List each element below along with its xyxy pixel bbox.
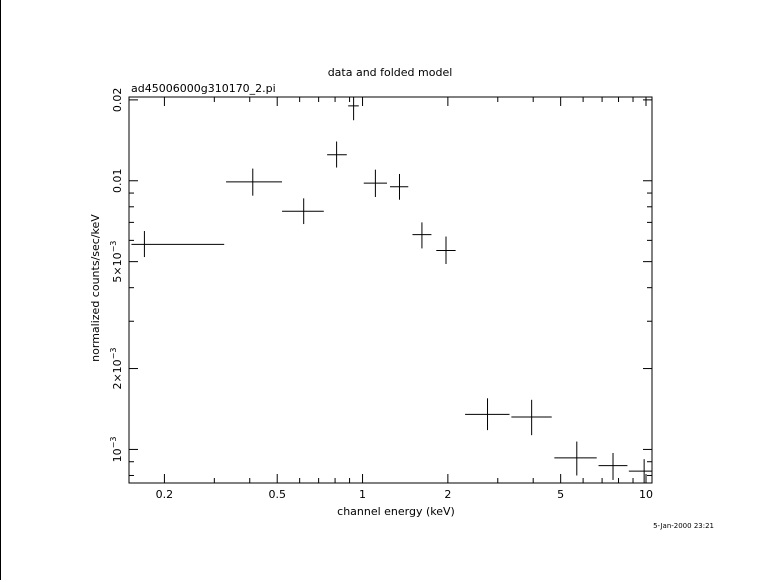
y-tick-label: 10−3 bbox=[109, 437, 124, 463]
data-point bbox=[348, 97, 359, 121]
y-tick-label: 5×10−3 bbox=[109, 241, 124, 283]
data-point bbox=[390, 173, 409, 200]
x-tick-label: 2 bbox=[444, 488, 451, 501]
chart-title: data and folded model bbox=[328, 66, 453, 79]
x-tick-label: 1 bbox=[359, 488, 366, 501]
y-tick-label: 0.02 bbox=[111, 88, 124, 113]
data-point bbox=[363, 169, 388, 198]
data-points bbox=[131, 97, 652, 483]
data-point bbox=[327, 141, 347, 168]
data-point bbox=[511, 399, 552, 436]
x-tick-label: 0.5 bbox=[268, 488, 286, 501]
data-point bbox=[412, 222, 432, 249]
timestamp: 5-Jan-2000 23:21 bbox=[653, 522, 714, 530]
y-tick-labels: 10−3 2×10−3 5×10−3 0.01 0.02 bbox=[109, 88, 124, 463]
window-edge bbox=[0, 0, 1, 580]
plot-frame bbox=[128, 96, 653, 484]
data-point bbox=[554, 441, 597, 476]
x-axis-label: channel energy (keV) bbox=[337, 505, 455, 518]
x-tick-label: 5 bbox=[557, 488, 564, 501]
x-tick-label: 0.2 bbox=[156, 488, 174, 501]
data-point bbox=[226, 168, 283, 196]
data-point bbox=[131, 231, 225, 258]
data-point bbox=[598, 452, 628, 480]
axis-ticks bbox=[129, 97, 652, 483]
data-point bbox=[628, 459, 652, 483]
data-point bbox=[436, 236, 456, 264]
x-tick-labels: 0.2 0.5 1 2 5 10 bbox=[156, 488, 653, 501]
y-axis-label: normalized counts/sec/keV bbox=[89, 214, 102, 362]
data-point bbox=[465, 398, 510, 431]
y-tick-label: 2×10−3 bbox=[109, 348, 124, 390]
y-tick-label: 0.01 bbox=[111, 169, 124, 194]
data-point bbox=[282, 198, 324, 225]
chart-subtitle: ad45006000g310170_2.pi bbox=[131, 82, 276, 95]
x-tick-label: 10 bbox=[639, 488, 653, 501]
